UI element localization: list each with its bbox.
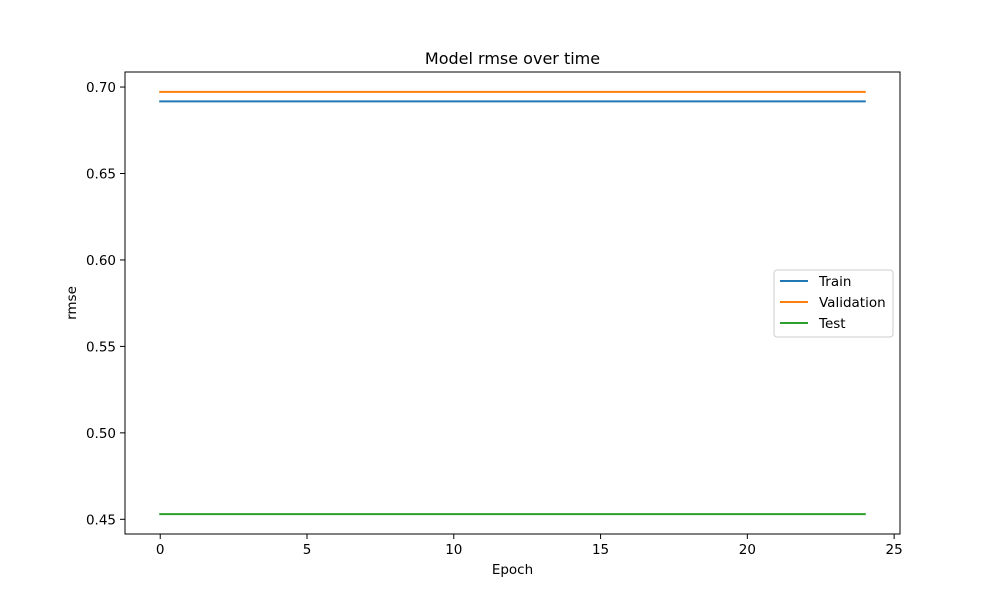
x-axis-title: Epoch [492, 562, 533, 578]
chart-title: Model rmse over time [425, 49, 600, 68]
x-tick-label: 15 [592, 542, 609, 558]
legend-label-train: Train [818, 274, 851, 290]
x-tick-label: 25 [886, 542, 903, 558]
legend-box [773, 269, 894, 338]
y-tick-label: 0.70 [86, 80, 116, 96]
y-tick-label: 0.55 [86, 339, 116, 355]
y-tick-label: 0.45 [86, 512, 116, 528]
y-axis-title: rmse [64, 286, 80, 320]
y-tick-label: 0.60 [86, 253, 116, 269]
x-tick-label: 5 [303, 542, 312, 558]
legend: Train Validation Test [773, 269, 894, 338]
plot-area-frame [124, 71, 901, 535]
legend-label-test: Test [818, 316, 846, 332]
x-axis: 0 5 10 15 20 25 [156, 534, 903, 558]
y-axis: 0.45 0.50 0.55 0.60 0.65 0.70 [86, 80, 125, 528]
x-tick-label: 20 [739, 542, 756, 558]
legend-label-validation: Validation [819, 295, 886, 311]
x-tick-label: 0 [156, 542, 165, 558]
y-tick-label: 0.65 [86, 166, 116, 182]
x-tick-label: 10 [445, 542, 462, 558]
series-layer [159, 90, 866, 516]
y-tick-label: 0.50 [86, 426, 116, 442]
